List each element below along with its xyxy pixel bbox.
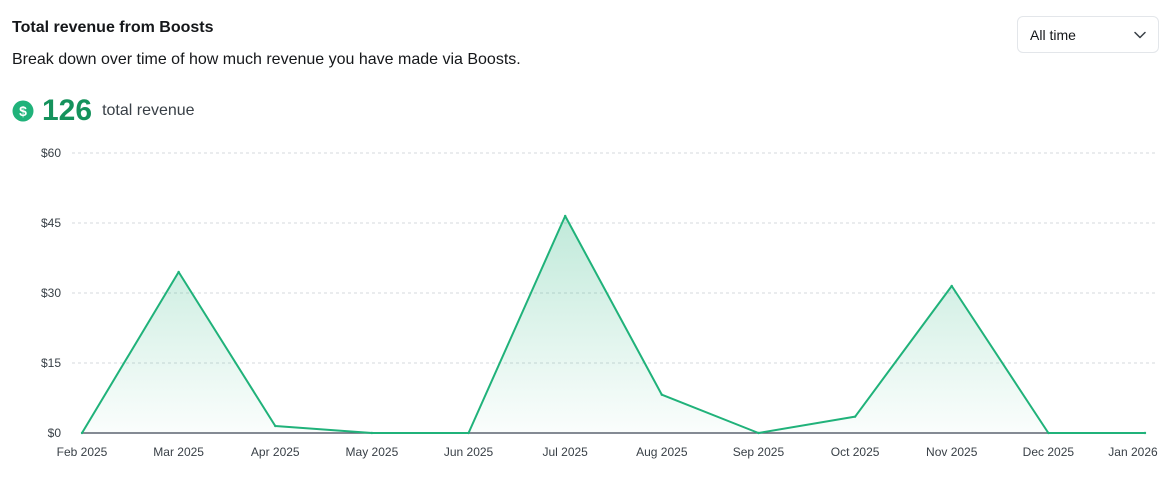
data-point — [950, 284, 953, 288]
y-axis-ticks: $0 $15 $30 $45 $60 — [41, 146, 61, 440]
page-subtitle: Break down over time of how much revenue… — [12, 51, 521, 68]
x-tick-label: Feb 2025 — [57, 445, 108, 459]
data-point — [467, 431, 470, 435]
revenue-line — [81, 215, 1145, 434]
revenue-area — [82, 216, 1145, 433]
y-tick-label: $15 — [41, 356, 61, 370]
time-range-select-value: All time — [1030, 26, 1076, 43]
data-point — [660, 393, 664, 396]
x-tick-label: Nov 2025 — [926, 445, 978, 459]
data-point — [1143, 431, 1147, 435]
x-tick-label: Jun 2025 — [444, 445, 494, 459]
x-tick-label: Oct 2025 — [831, 445, 880, 459]
x-tick-label: Sep 2025 — [733, 445, 785, 459]
revenue-total-label: total revenue — [102, 102, 195, 119]
y-tick-label: $45 — [41, 216, 61, 230]
data-point — [370, 431, 374, 435]
time-range-select[interactable]: All time — [1017, 16, 1159, 53]
y-tick-label: $30 — [41, 286, 61, 300]
data-point — [757, 431, 760, 435]
chevron-down-icon — [1134, 31, 1146, 39]
page-title: Total revenue from Boosts — [12, 19, 214, 36]
data-point — [177, 270, 180, 274]
data-point — [80, 431, 84, 435]
x-axis-ticks: Feb 2025 Mar 2025 Apr 2025 May 2025 Jun 2025… — [57, 445, 1158, 459]
x-tick-label: Jan 2026 — [1108, 445, 1158, 459]
data-point — [1047, 431, 1050, 435]
header: Total revenue from Boosts Break down ove… — [12, 17, 521, 71]
revenue-summary: $ 126 total revenue — [12, 94, 195, 128]
y-tick-label: $0 — [48, 426, 62, 440]
y-tick-label: $60 — [41, 146, 61, 160]
x-tick-label: Dec 2025 — [1023, 445, 1075, 459]
x-tick-label: Apr 2025 — [251, 445, 300, 459]
x-tick-label: Jul 2025 — [542, 445, 588, 459]
revenue-chart: $0 $15 $30 $45 $60 Feb 2025 Mar 2025 Apr 2025 M… — [41, 146, 1158, 459]
x-tick-label: May 2025 — [346, 445, 399, 459]
svg-text:$: $ — [19, 103, 27, 119]
x-tick-label: Aug 2025 — [636, 445, 688, 459]
data-point — [274, 424, 277, 428]
data-point — [853, 415, 857, 418]
x-tick-label: Mar 2025 — [153, 445, 204, 459]
data-point — [563, 214, 567, 218]
revenue-total-value: 126 — [42, 94, 93, 127]
dollar-icon: $ — [12, 100, 34, 122]
